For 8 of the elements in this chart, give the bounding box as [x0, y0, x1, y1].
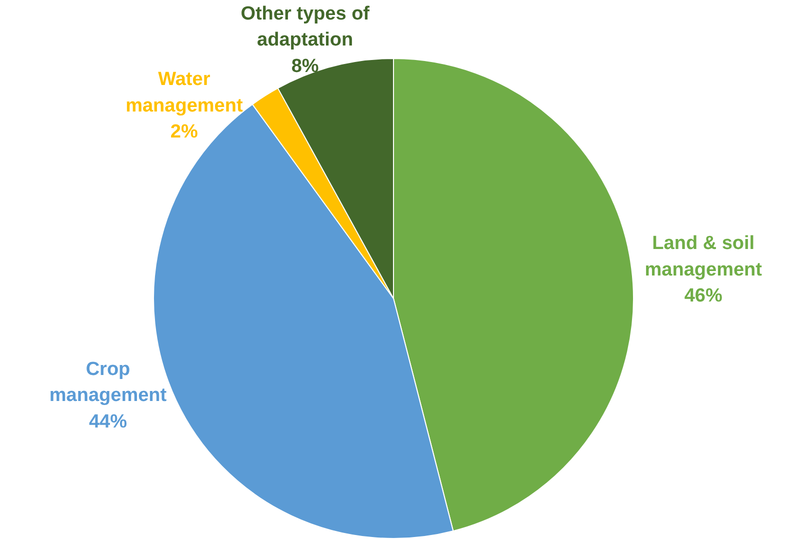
data-label: 2% — [170, 122, 198, 143]
data-label: 8% — [291, 56, 319, 77]
slice-label: Crop management — [49, 358, 168, 406]
data-label: 44% — [88, 411, 128, 432]
slice-label: Other types of adaptation — [240, 3, 370, 51]
data-label: 46% — [684, 286, 723, 307]
slice-label: Water management — [126, 69, 244, 116]
slice-label: Land & soil management — [644, 233, 763, 280]
